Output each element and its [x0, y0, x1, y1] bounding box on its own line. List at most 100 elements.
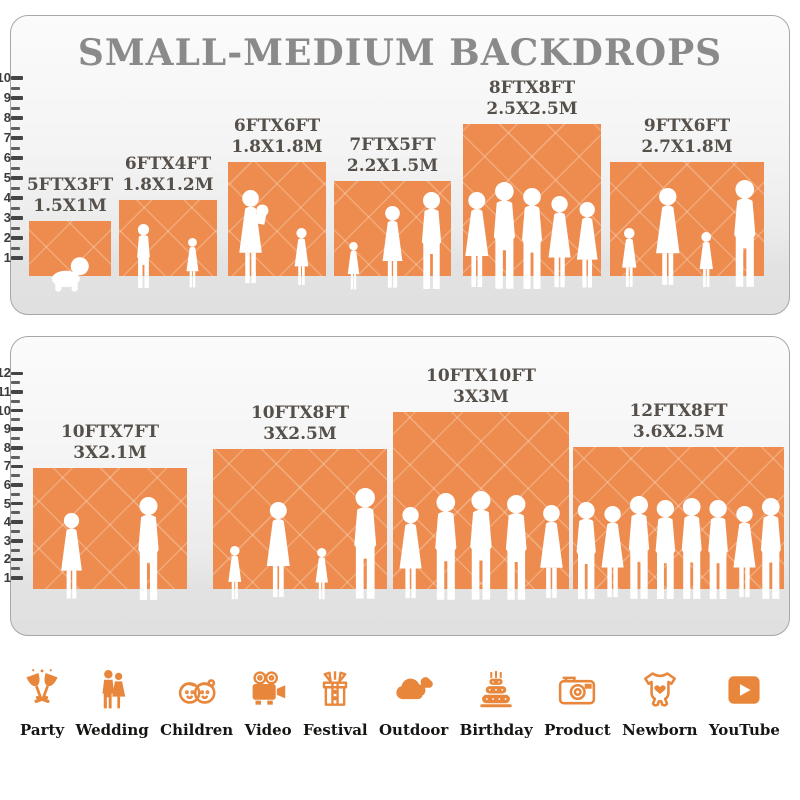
ruler-minor-tick	[11, 437, 20, 440]
category-children: Children	[160, 662, 233, 739]
ruler-number: 1	[3, 570, 11, 585]
category-label: Birthday	[459, 721, 533, 739]
ruler-major-tick	[11, 446, 23, 450]
backdrop-size-label: 9FTX6FT 2.7X1.8M	[575, 116, 799, 158]
ruler-minor-tick	[11, 567, 20, 571]
backdrop-size-label: 10FTX7FT 3X2.1M	[0, 422, 222, 464]
ruler-number: 6	[3, 477, 11, 492]
size-meters-text: 1.8X1.2M	[122, 175, 214, 195]
backdrop-size-label: 12FTX8FT 3.6X2.5M	[538, 401, 800, 443]
ruler-number: 7	[3, 130, 11, 145]
ruler-minor-tick	[11, 530, 20, 533]
size-meters-text: 2.2X1.5M	[346, 156, 439, 176]
ruler-major-tick	[11, 96, 23, 100]
ruler-number: 8	[3, 439, 11, 455]
photo-camera-icon	[555, 662, 599, 712]
ruler-minor-tick	[11, 86, 20, 90]
ruler-minor-tick	[11, 186, 20, 190]
ruler-minor-tick	[11, 548, 20, 552]
category-newborn: Newborn	[622, 662, 698, 739]
ruler-minor-tick	[11, 474, 20, 478]
ruler-minor-tick	[11, 206, 20, 210]
size-feet-text: 6FTX6FT	[233, 116, 321, 136]
backdrop-12ftx8ft	[573, 447, 784, 589]
ruler-major-tick	[11, 576, 23, 580]
size-meters-text: 3X2.5M	[263, 424, 337, 444]
size-feet-text: 5FTX3FT	[26, 175, 114, 195]
size-feet-text: 10FTX8FT	[250, 403, 350, 423]
category-label: Children	[160, 721, 234, 739]
ruler-major-tick	[11, 176, 23, 180]
size-meters-text: 1.8X1.8M	[231, 137, 323, 157]
category-label: Festival	[303, 721, 368, 739]
category-label: YouTube	[708, 721, 780, 739]
ruler-minor-tick	[11, 246, 20, 250]
ruler-major-tick	[11, 116, 23, 120]
ruler-number: 11	[0, 384, 11, 399]
category-row: Party Wedding Children Video Festival Outdoor…	[20, 662, 780, 739]
children-faces-icon	[175, 662, 219, 712]
ruler-major-tick	[11, 557, 23, 562]
size-feet-text: 8FTX8FT	[488, 78, 576, 98]
ruler-number: 4	[3, 514, 11, 530]
ruler-number: 6	[3, 150, 11, 165]
ruler-major-tick	[11, 520, 23, 524]
backdrop-size-label: 7FTX5FT 2.2X1.5M	[299, 135, 486, 177]
ruler-major-tick	[11, 408, 23, 413]
ruler-minor-tick	[11, 492, 20, 496]
size-meters-text: 2.5X2.5M	[486, 99, 578, 119]
backdrop-size-label: 6FTX4FT 1.8X1.2M	[84, 154, 252, 196]
baby-onesie-icon	[638, 662, 682, 712]
ruler-number: 10	[0, 402, 11, 418]
wedding-couple-icon	[90, 662, 134, 712]
gift-box-icon	[313, 662, 357, 712]
ruler-major-tick	[11, 236, 23, 240]
ruler-number: 3	[3, 532, 11, 548]
ruler-number: 3	[3, 210, 11, 225]
ruler-major-tick	[11, 256, 23, 260]
size-meters-text: 1.5X1M	[33, 196, 107, 216]
ruler-major-tick	[11, 136, 23, 140]
backdrop-size-label: 5FTX3FT 1.5X1M	[0, 175, 146, 217]
size-feet-text: 9FTX6FT	[643, 116, 731, 136]
ruler-number: 5	[3, 495, 11, 511]
ruler-number: 9	[3, 90, 11, 105]
cloud-icon	[392, 662, 436, 712]
category-party: Party	[20, 662, 64, 739]
backdrop-6ftx4ft	[119, 200, 217, 276]
size-feet-text: 6FTX4FT	[124, 154, 212, 174]
ruler-major-tick	[11, 156, 23, 160]
ruler-minor-tick	[11, 166, 20, 170]
ruler-number: 4	[3, 190, 11, 205]
video-camera-icon	[246, 662, 290, 712]
ruler-number: 7	[3, 458, 11, 474]
panel-lower: 10FTX7FT 3X2.1M 10FTX8FT 3X2.5M 10FTX10FT 3X3…	[10, 336, 790, 636]
ruler-minor-tick	[11, 146, 20, 150]
ruler-major-tick	[11, 483, 23, 487]
ruler-major-tick	[11, 216, 23, 220]
category-video: Video	[245, 662, 292, 739]
ruler-minor-tick	[11, 226, 20, 230]
category-birthday: Birthday	[460, 662, 533, 739]
size-feet-text: 10FTX10FT	[426, 366, 536, 386]
ruler-major-tick	[11, 196, 23, 200]
ruler-minor-tick	[11, 126, 20, 130]
category-label: Party	[20, 721, 65, 739]
category-wedding: Wedding	[76, 662, 149, 739]
backdrop-size-label: 10FTX10FT 3X3M	[358, 366, 604, 408]
size-meters-text: 3.6X2.5M	[632, 422, 725, 442]
size-feet-text: 12FTX8FT	[629, 401, 728, 421]
ruler-minor-tick	[11, 418, 20, 422]
ruler-major-tick	[11, 501, 23, 506]
category-label: Product	[544, 721, 611, 739]
ruler-major-tick	[11, 539, 23, 543]
ruler-number: 9	[3, 421, 11, 437]
ruler-number: 8	[3, 110, 11, 125]
backdrop-size-label: 8FTX8FT 2.5X2.5M	[428, 78, 636, 120]
backdrop-7ftx5ft	[334, 181, 451, 276]
party-glasses-icon	[20, 662, 64, 712]
size-feet-text: 10FTX7FT	[60, 422, 160, 442]
ruler-number: 5	[3, 170, 11, 185]
ruler-minor-tick	[11, 399, 20, 403]
category-youtube: YouTube	[709, 662, 780, 739]
